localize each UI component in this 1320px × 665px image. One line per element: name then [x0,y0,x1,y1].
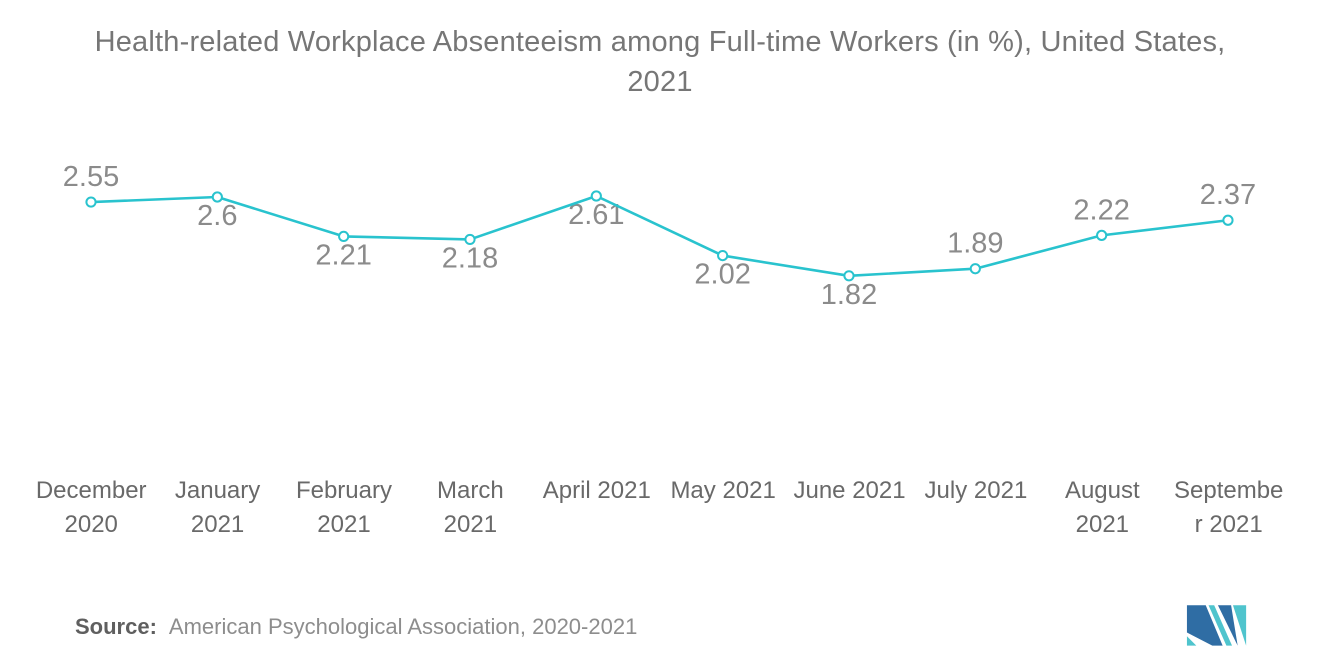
x-axis-label: August 2021 [1064,477,1140,538]
data-point-marker [1222,214,1234,226]
x-axis-label: December 2020 [35,477,147,538]
data-point-marker [211,191,223,203]
value-label: 2.55 [63,161,119,193]
x-axis-label: January 2021 [174,477,261,538]
value-label: 2.18 [442,242,498,274]
mordor-intelligence-logo [1186,605,1247,646]
x-axis-label: March 2021 [437,477,504,538]
x-axis-label: May 2021 [670,477,776,504]
value-label: 1.89 [947,228,1003,260]
trend-line [89,194,1230,278]
x-axis-label: July 2021 [924,477,1028,504]
data-point-marker [590,190,602,202]
x-axis-label: February 2021 [295,477,392,538]
x-axis-label: Septembe r 2021 [1174,477,1284,538]
logo-shape-blue-left [1186,605,1223,646]
value-label: 2.02 [694,259,750,291]
chart-title: Health-related Workplace Absenteeism amo… [94,26,1226,98]
value-label: 2.21 [315,239,371,271]
data-point-marker [717,249,729,262]
value-label: 1.82 [821,279,877,311]
source-line: Source: American Psychological Associatio… [75,613,637,641]
value-label: 2.37 [1200,179,1256,211]
x-axis-label: April 2021 [542,477,651,504]
data-point-marker [969,263,981,275]
data-point-marker [1096,229,1108,241]
line-chart-canvas: 2.552.62.21 2.182.612.021.821.892.22 2.37 [63,161,1256,311]
logo-shape-teal-mid [1208,605,1233,646]
data-point-marker [338,230,350,242]
data-point-marker [464,233,476,246]
data-point-marker [843,270,855,282]
x-axis-labels: December 2020 January 2021 February 2021 Ma… [28,474,1292,542]
source-text: American Psychological Association, 2020… [168,614,638,639]
value-label: 2.6 [197,200,237,232]
value-label: 2.22 [1073,194,1129,226]
data-point-marker [85,196,97,208]
x-axis-label: June 2021 [793,477,906,504]
source-label: Source: [75,614,157,639]
logo-shape-teal-corner [1186,636,1197,646]
